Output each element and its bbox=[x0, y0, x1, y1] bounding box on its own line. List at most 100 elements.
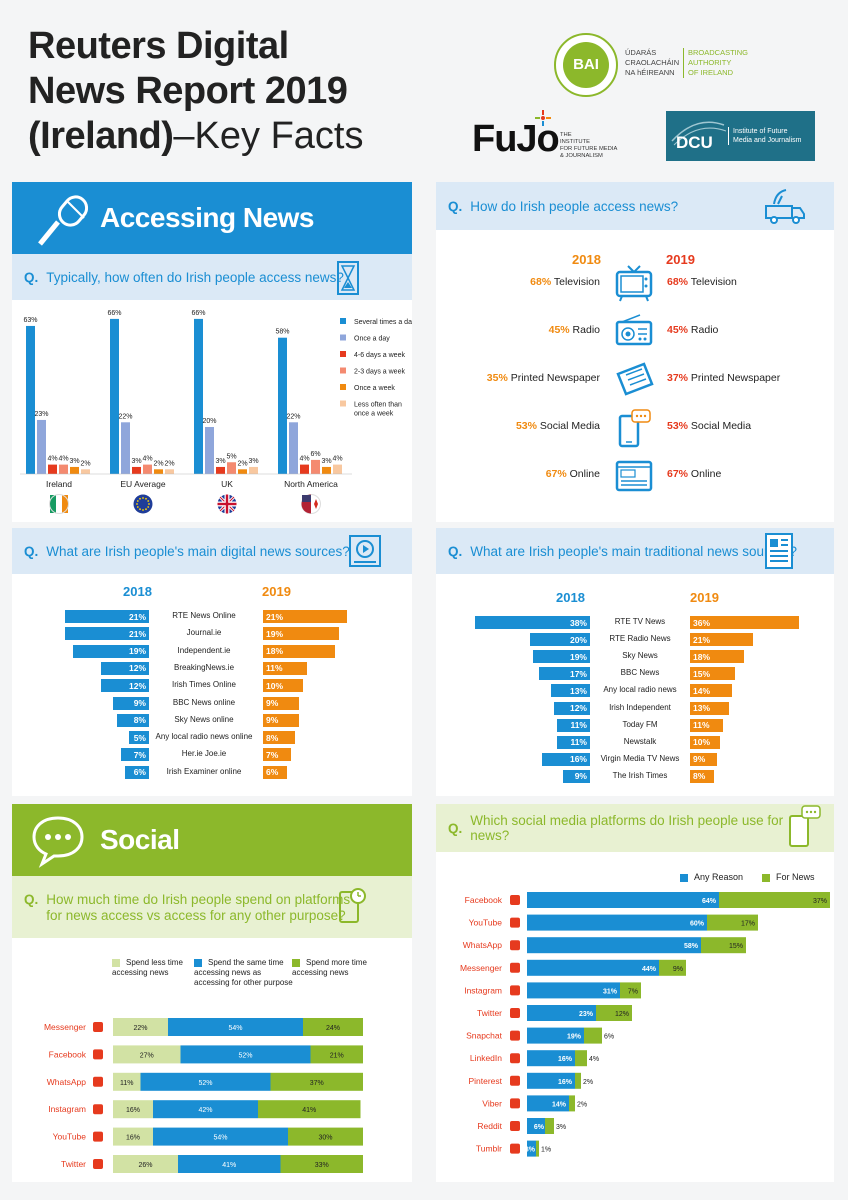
bar-2019: 21% bbox=[263, 610, 347, 623]
time-segment-label: 41% bbox=[222, 1162, 236, 1169]
platform-icon bbox=[510, 1098, 520, 1109]
satellite-van-icon bbox=[765, 189, 805, 224]
platform-any-bar bbox=[527, 1050, 575, 1067]
source-name: Today FM bbox=[622, 719, 658, 729]
radio-icon bbox=[614, 312, 654, 352]
fujo-name: FuJo bbox=[472, 118, 560, 160]
time-segment-label: 11% bbox=[120, 1080, 134, 1087]
time-segment bbox=[303, 1018, 363, 1036]
platform-label: Pinterest bbox=[468, 1076, 502, 1086]
platform-news-label: 7% bbox=[628, 988, 638, 995]
platform-icon bbox=[510, 962, 520, 973]
platform-any-label: 6% bbox=[534, 1124, 545, 1131]
time-segment-label: 26% bbox=[138, 1162, 152, 1169]
freq-bar bbox=[110, 318, 119, 474]
freq-bar-label: 20% bbox=[202, 418, 216, 425]
freq-bar-label: 4% bbox=[299, 456, 309, 463]
platform-any-bar bbox=[527, 1072, 575, 1089]
bar-2018: 21% bbox=[65, 610, 149, 623]
platform-any-bar bbox=[527, 1005, 596, 1021]
time-segment bbox=[113, 1072, 141, 1091]
freq-bar-label: 4% bbox=[142, 456, 152, 463]
time-segment bbox=[113, 1045, 181, 1064]
freq-bar bbox=[205, 427, 214, 474]
access-2018-label: 67% Online bbox=[545, 468, 600, 480]
freq-category-label: Ireland bbox=[46, 479, 72, 489]
freq-bar-label: 4% bbox=[332, 456, 342, 463]
bar-2019: 19% bbox=[263, 627, 339, 641]
digital-sources-panel: Q. What are Irish people's main digital … bbox=[12, 528, 412, 796]
source-name: The Irish Times bbox=[612, 770, 668, 780]
time-segment bbox=[258, 1100, 361, 1119]
time-segment-label: 21% bbox=[330, 1052, 344, 1059]
freq-legend-label: Once a week bbox=[354, 385, 395, 392]
time-segment bbox=[168, 1018, 303, 1036]
time-segment bbox=[310, 1045, 363, 1064]
speech-bubble-icon bbox=[32, 816, 84, 868]
traditional-year-2019: 2019 bbox=[690, 590, 719, 605]
platform-any-bar bbox=[527, 1118, 545, 1134]
freq-bar bbox=[311, 459, 320, 474]
freq-bar bbox=[143, 464, 152, 474]
platform-news-bar bbox=[575, 1050, 587, 1067]
bar-2019: 6% bbox=[263, 765, 287, 779]
accessing-news-title: Accessing News bbox=[100, 202, 315, 233]
time-segment bbox=[270, 1072, 363, 1091]
time-legend-less: Spend less time accessing news bbox=[112, 958, 183, 977]
freq-bar-label: 3% bbox=[131, 458, 141, 465]
platform-any-bar bbox=[527, 892, 719, 908]
freq-legend-swatch bbox=[340, 400, 346, 407]
platform-label: WhatsApp bbox=[463, 940, 502, 950]
platform-news-bar bbox=[719, 892, 830, 908]
platform-news-bar bbox=[575, 1072, 581, 1089]
bar-2018: 13% bbox=[550, 684, 590, 698]
time-platform-label: Twitter bbox=[61, 1159, 86, 1169]
freq-bar-label: 4% bbox=[47, 456, 57, 463]
source-name: Newstalk bbox=[623, 736, 657, 746]
platform-news-bar bbox=[620, 982, 641, 999]
source-name: Irish Independent bbox=[609, 702, 671, 712]
source-name: Any local radio news bbox=[603, 685, 677, 695]
bar-2019: 13% bbox=[690, 701, 730, 715]
access-2019-label: 68% Television bbox=[667, 276, 737, 288]
freq-bar bbox=[81, 469, 90, 474]
bar-2018: 16% bbox=[541, 752, 590, 766]
freq-bar bbox=[59, 464, 68, 474]
platform-icon bbox=[93, 1022, 103, 1032]
bar-2019: 7% bbox=[263, 748, 291, 762]
source-name: BBC News bbox=[620, 668, 660, 678]
time-segment-label: 30% bbox=[318, 1135, 332, 1142]
bar-2018: 20% bbox=[529, 633, 590, 647]
fujo-logo: FuJo THE INSTITUTE FOR FUTURE MEDIA & JOURN… bbox=[472, 110, 652, 166]
freq-bar-label: 5% bbox=[226, 453, 236, 460]
freq-bar bbox=[165, 469, 174, 474]
freq-legend-label: once a week bbox=[354, 411, 394, 418]
time-segment bbox=[280, 1155, 363, 1173]
platform-any-bar bbox=[527, 982, 620, 999]
freq-bar-label: 22% bbox=[286, 413, 300, 420]
platforms-panel: Q. Which social media platforms do Irish… bbox=[436, 804, 834, 1182]
source-name: Independent.ie bbox=[177, 645, 231, 655]
time-platform-label: Messenger bbox=[44, 1022, 86, 1032]
platform-any-bar bbox=[527, 937, 701, 954]
bar-2019: 18% bbox=[690, 650, 745, 664]
time-segment bbox=[113, 1155, 178, 1173]
time-segment bbox=[140, 1072, 271, 1091]
freq-bar-label: 6% bbox=[310, 451, 320, 458]
bar-2019: 15% bbox=[690, 667, 736, 681]
freq-bar bbox=[216, 466, 225, 474]
freq-legend-swatch bbox=[340, 367, 346, 374]
freq-bar-label: 3% bbox=[248, 458, 258, 465]
access-2019-label: 37% Printed Newspaper bbox=[667, 372, 781, 384]
bai-logo: BAI ÚDARÁS CRAOLACHÁIN NA hÉIREANN BROADCA… bbox=[553, 32, 753, 102]
platforms-legend-news: For News bbox=[762, 872, 815, 882]
bar-2018: 38% bbox=[475, 616, 590, 629]
dcu-swoosh-icon bbox=[671, 121, 727, 146]
freq-bar-label: 2% bbox=[237, 460, 247, 467]
freq-bar-label: 2% bbox=[80, 460, 90, 467]
platform-icon bbox=[510, 1121, 520, 1131]
freq-bar-label: 22% bbox=[118, 413, 132, 420]
source-name: Any local radio news online bbox=[155, 732, 253, 742]
freq-bar bbox=[238, 469, 247, 474]
